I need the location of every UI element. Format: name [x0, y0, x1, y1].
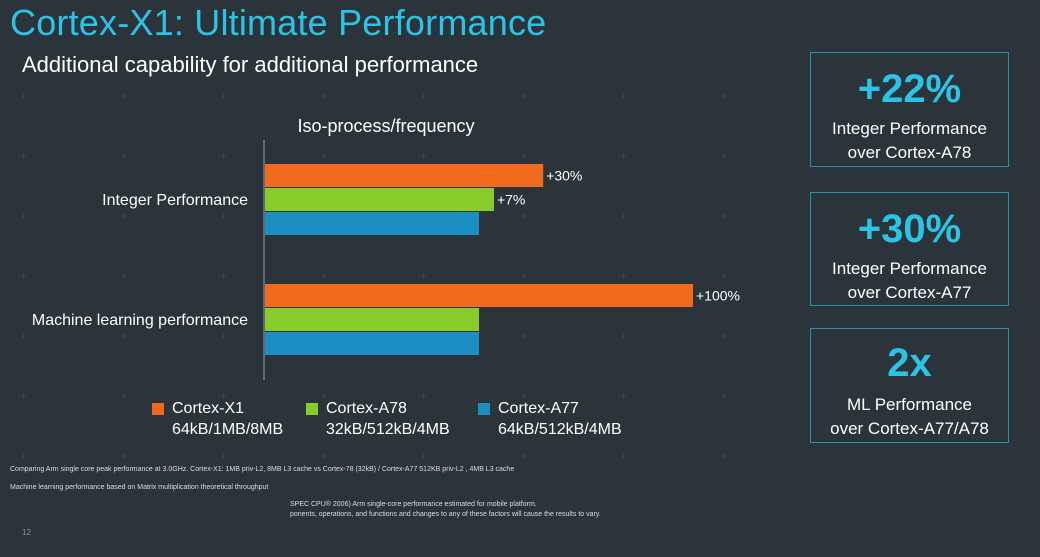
page-title: Cortex-X1: Ultimate Performance — [10, 2, 547, 43]
plus-mark: + — [720, 389, 728, 403]
plus-mark: + — [520, 449, 528, 463]
plus-mark: + — [320, 449, 328, 463]
plus-mark: + — [720, 269, 728, 283]
plus-mark: + — [620, 329, 628, 343]
plus-mark: + — [20, 89, 28, 103]
footnote-3: SPEC CPU® 2006) Arm single-core performa… — [290, 501, 537, 508]
plus-mark: + — [520, 149, 528, 163]
legend-label: Cortex-X1 — [172, 400, 245, 417]
plus-mark: + — [420, 389, 428, 403]
kpi-label: Integer Performance — [832, 259, 987, 278]
plus-mark: + — [720, 329, 728, 343]
legend-label: Cortex-A78 — [326, 400, 407, 417]
legend-config: 32kB/512kB/4MB — [326, 421, 450, 438]
plus-mark: + — [420, 269, 428, 283]
bars-group: Integer Performance +30% +7% Machine learni… — [32, 164, 740, 355]
footnote-4: ponents, operations, and functions and c… — [290, 511, 601, 518]
chart-title: Iso-process/frequency — [297, 116, 474, 136]
plus-mark: + — [20, 449, 28, 463]
plus-mark: + — [420, 449, 428, 463]
kpi-sublabel: over Cortex-A77/A78 — [830, 419, 989, 438]
kpi-label: ML Performance — [846, 395, 973, 414]
plus-mark: + — [520, 269, 528, 283]
plus-mark: + — [420, 149, 428, 163]
plus-mark: + — [720, 449, 728, 463]
footnote-2: Machine learning performance based on Ma… — [10, 484, 269, 491]
plus-mark: + — [120, 329, 128, 343]
plus-mark: + — [620, 449, 628, 463]
plus-mark: + — [420, 89, 428, 103]
plus-mark: + — [320, 149, 328, 163]
plus-mark: + — [20, 209, 28, 223]
kpi-sublabel: over Cortex-A78 — [847, 143, 972, 162]
legend-config: 64kB/512kB/4MB — [498, 421, 622, 438]
plus-mark: + — [320, 89, 328, 103]
plus-mark: + — [620, 149, 628, 163]
bar-cortex-a78 — [265, 188, 494, 211]
bar-cortex-a77 — [265, 332, 479, 355]
bar-cortex-x1 — [265, 164, 544, 187]
kpi-value: +30% — [857, 207, 962, 251]
kpi-box-ml: 2x ML Performance over Cortex-A77/A78 — [810, 328, 1009, 443]
page-subtitle: Additional capability for additional per… — [22, 52, 479, 77]
category-label: Integer Performance — [102, 192, 248, 209]
plus-mark: + — [220, 149, 228, 163]
plus-mark: + — [120, 209, 128, 223]
plus-mark: + — [220, 209, 228, 223]
plus-mark: + — [220, 269, 228, 283]
bar-value-label: +100% — [696, 288, 740, 304]
plus-mark: + — [620, 389, 628, 403]
plus-mark: + — [720, 209, 728, 223]
kpi-label: Integer Performance — [832, 119, 987, 138]
bar-cortex-a77 — [265, 212, 479, 235]
legend-item-cortex-x1: Cortex-X1 64kB/1MB/8MB — [152, 398, 283, 440]
kpi-sublabel: over Cortex-A77 — [847, 283, 972, 302]
plus-mark: + — [620, 209, 628, 223]
category-label: Machine learning performance — [32, 312, 248, 329]
plus-mark: + — [120, 269, 128, 283]
bar-cortex-x1 — [265, 284, 693, 307]
plus-mark: + — [220, 449, 228, 463]
legend-swatch — [152, 403, 164, 415]
plus-mark: + — [20, 389, 28, 403]
plus-mark: + — [520, 329, 528, 343]
legend-config: 64kB/1MB/8MB — [172, 421, 284, 438]
plus-mark: + — [120, 149, 128, 163]
plus-mark: + — [220, 389, 228, 403]
bar-value-label: +7% — [497, 192, 525, 208]
plus-mark: + — [520, 89, 528, 103]
legend-swatch — [478, 403, 490, 415]
plus-mark: + — [120, 389, 128, 403]
page-number: 12 — [22, 528, 31, 537]
plus-mark: + — [220, 329, 228, 343]
kpi-box-integer-vs-a77: +30% Integer Performance over Cortex-A77 — [810, 192, 1009, 306]
plus-mark: + — [120, 449, 128, 463]
legend-label: Cortex-A77 — [498, 400, 579, 417]
kpi-box-integer-vs-a78: +22% Integer Performance over Cortex-A78 — [810, 52, 1009, 167]
bar-value-label: +30% — [546, 168, 582, 184]
plus-mark: + — [320, 389, 328, 403]
plus-mark: + — [120, 89, 128, 103]
plus-mark: + — [620, 269, 628, 283]
plus-mark: + — [220, 89, 228, 103]
bar-cortex-a78 — [265, 308, 479, 331]
kpi-value: 2x — [887, 341, 932, 385]
legend-swatch — [306, 403, 318, 415]
kpi-value: +22% — [857, 67, 962, 111]
legend-item-cortex-a78: Cortex-A78 32kB/512kB/4MB — [306, 398, 450, 440]
plus-mark: + — [720, 149, 728, 163]
plus-mark: + — [20, 269, 28, 283]
legend-item-cortex-a77: Cortex-A77 64kB/512kB/4MB — [478, 398, 622, 440]
plus-mark: + — [720, 89, 728, 103]
footnote-1: Comparing Arm single core peak performan… — [10, 466, 515, 473]
plus-mark: + — [620, 89, 628, 103]
plus-mark: + — [320, 269, 328, 283]
plus-mark: + — [20, 329, 28, 343]
plus-mark: + — [520, 209, 528, 223]
plus-mark: + — [20, 149, 28, 163]
plus-mark: + — [520, 389, 528, 403]
